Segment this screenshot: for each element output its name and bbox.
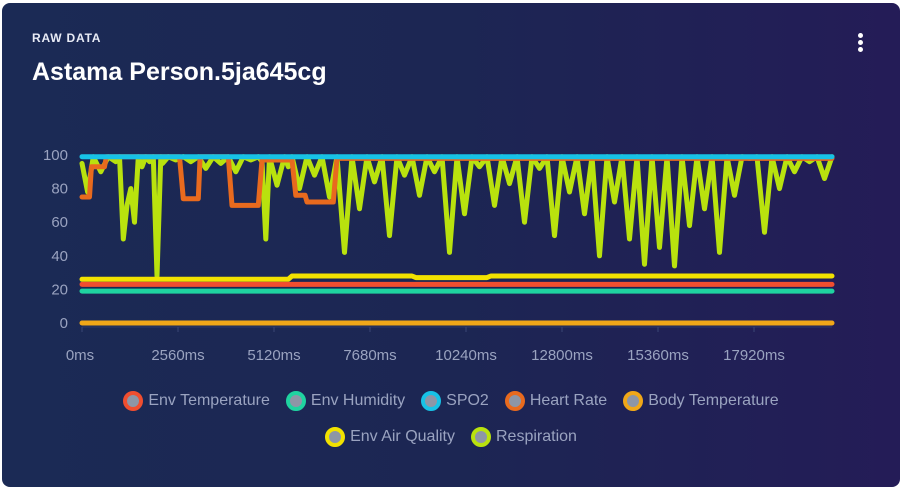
legend-label: Env Temperature (148, 392, 270, 409)
menu-dot (857, 32, 863, 38)
x-tick-label: 15360ms (627, 347, 689, 364)
legend-swatch (325, 427, 346, 447)
x-tick-label: 2560ms (151, 347, 204, 364)
menu-dot (857, 39, 863, 45)
x-tick-label: 5120ms (247, 347, 300, 364)
legend-row: Env Temperature Env Humidity SPO2 Heart Rat… (0, 383, 902, 419)
y-tick-label: 0 (60, 315, 68, 332)
series-line-heart-rate (79, 154, 835, 208)
x-tick-label: 12800ms (531, 347, 593, 364)
legend-swatch (421, 391, 442, 411)
y-tick-label: 60 (51, 214, 68, 231)
menu-dot (857, 46, 863, 52)
legend-swatch (504, 391, 525, 411)
more-vertical-icon[interactable] (848, 29, 872, 55)
series-line-respiration (79, 154, 835, 279)
chart-legend: Env Temperature Env Humidity SPO2 Heart Rat… (0, 383, 902, 455)
legend-item-body-temperature[interactable]: Body Temperature (623, 391, 779, 411)
legend-row: Env Air Quality Respiration (0, 419, 902, 455)
legend-label: Env Humidity (310, 392, 406, 409)
x-tick-label: 17920ms (723, 347, 785, 364)
legend-label: Env Air Quality (350, 428, 455, 445)
series-line-env-air-quality (79, 273, 835, 282)
legend-item-env-humidity[interactable]: Env Humidity (285, 391, 406, 411)
legend-swatch (471, 427, 491, 447)
legend-swatch (123, 391, 144, 411)
card-title: Astama Person.5ja645cg (32, 58, 327, 86)
legend-label: SPO2 (446, 392, 489, 409)
legend-item-respiration[interactable]: Respiration (471, 427, 577, 447)
legend-label: Heart Rate (529, 392, 608, 409)
legend-item-spo2[interactable]: SPO2 (421, 391, 489, 411)
x-tick-label: 0ms (66, 347, 94, 364)
card-subtitle: RAW DATA (32, 31, 102, 45)
legend-label: Body Temperature (648, 392, 779, 409)
legend-item-heart-rate[interactable]: Heart Rate (504, 391, 608, 411)
legend-swatch (285, 391, 306, 411)
legend-swatch (623, 391, 644, 411)
legend-item-env-air-quality[interactable]: Env Air Quality (325, 427, 455, 447)
legend-label: Respiration (496, 428, 577, 445)
x-tick-label: 10240ms (435, 347, 497, 364)
y-tick-label: 40 (51, 248, 68, 265)
y-tick-label: 80 (51, 181, 68, 198)
legend-item-env-temperature[interactable]: Env Temperature (123, 391, 270, 411)
x-tick-label: 7680ms (343, 347, 396, 364)
y-tick-label: 100 (43, 147, 68, 164)
y-tick-label: 20 (51, 281, 68, 298)
